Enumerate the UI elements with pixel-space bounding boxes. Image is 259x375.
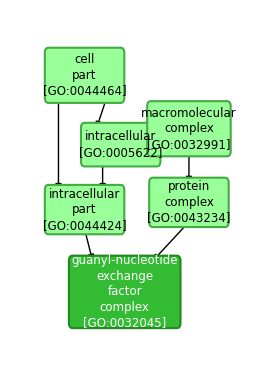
FancyBboxPatch shape: [45, 185, 124, 234]
FancyBboxPatch shape: [147, 101, 231, 156]
Text: intracellular
part
[GO:0044424]: intracellular part [GO:0044424]: [43, 188, 126, 232]
Text: intracellular
[GO:0005622]: intracellular [GO:0005622]: [79, 130, 162, 159]
FancyBboxPatch shape: [45, 48, 124, 103]
Text: macromolecular
complex
[GO:0032991]: macromolecular complex [GO:0032991]: [141, 107, 237, 151]
Text: protein
complex
[GO:0043234]: protein complex [GO:0043234]: [147, 180, 231, 224]
FancyBboxPatch shape: [149, 178, 229, 227]
Text: cell
part
[GO:0044464]: cell part [GO:0044464]: [43, 53, 126, 98]
Text: guanyl-nucleotide
exchange
factor
complex
[GO:0032045]: guanyl-nucleotide exchange factor comple…: [71, 254, 178, 329]
FancyBboxPatch shape: [81, 123, 160, 166]
FancyBboxPatch shape: [69, 256, 181, 328]
